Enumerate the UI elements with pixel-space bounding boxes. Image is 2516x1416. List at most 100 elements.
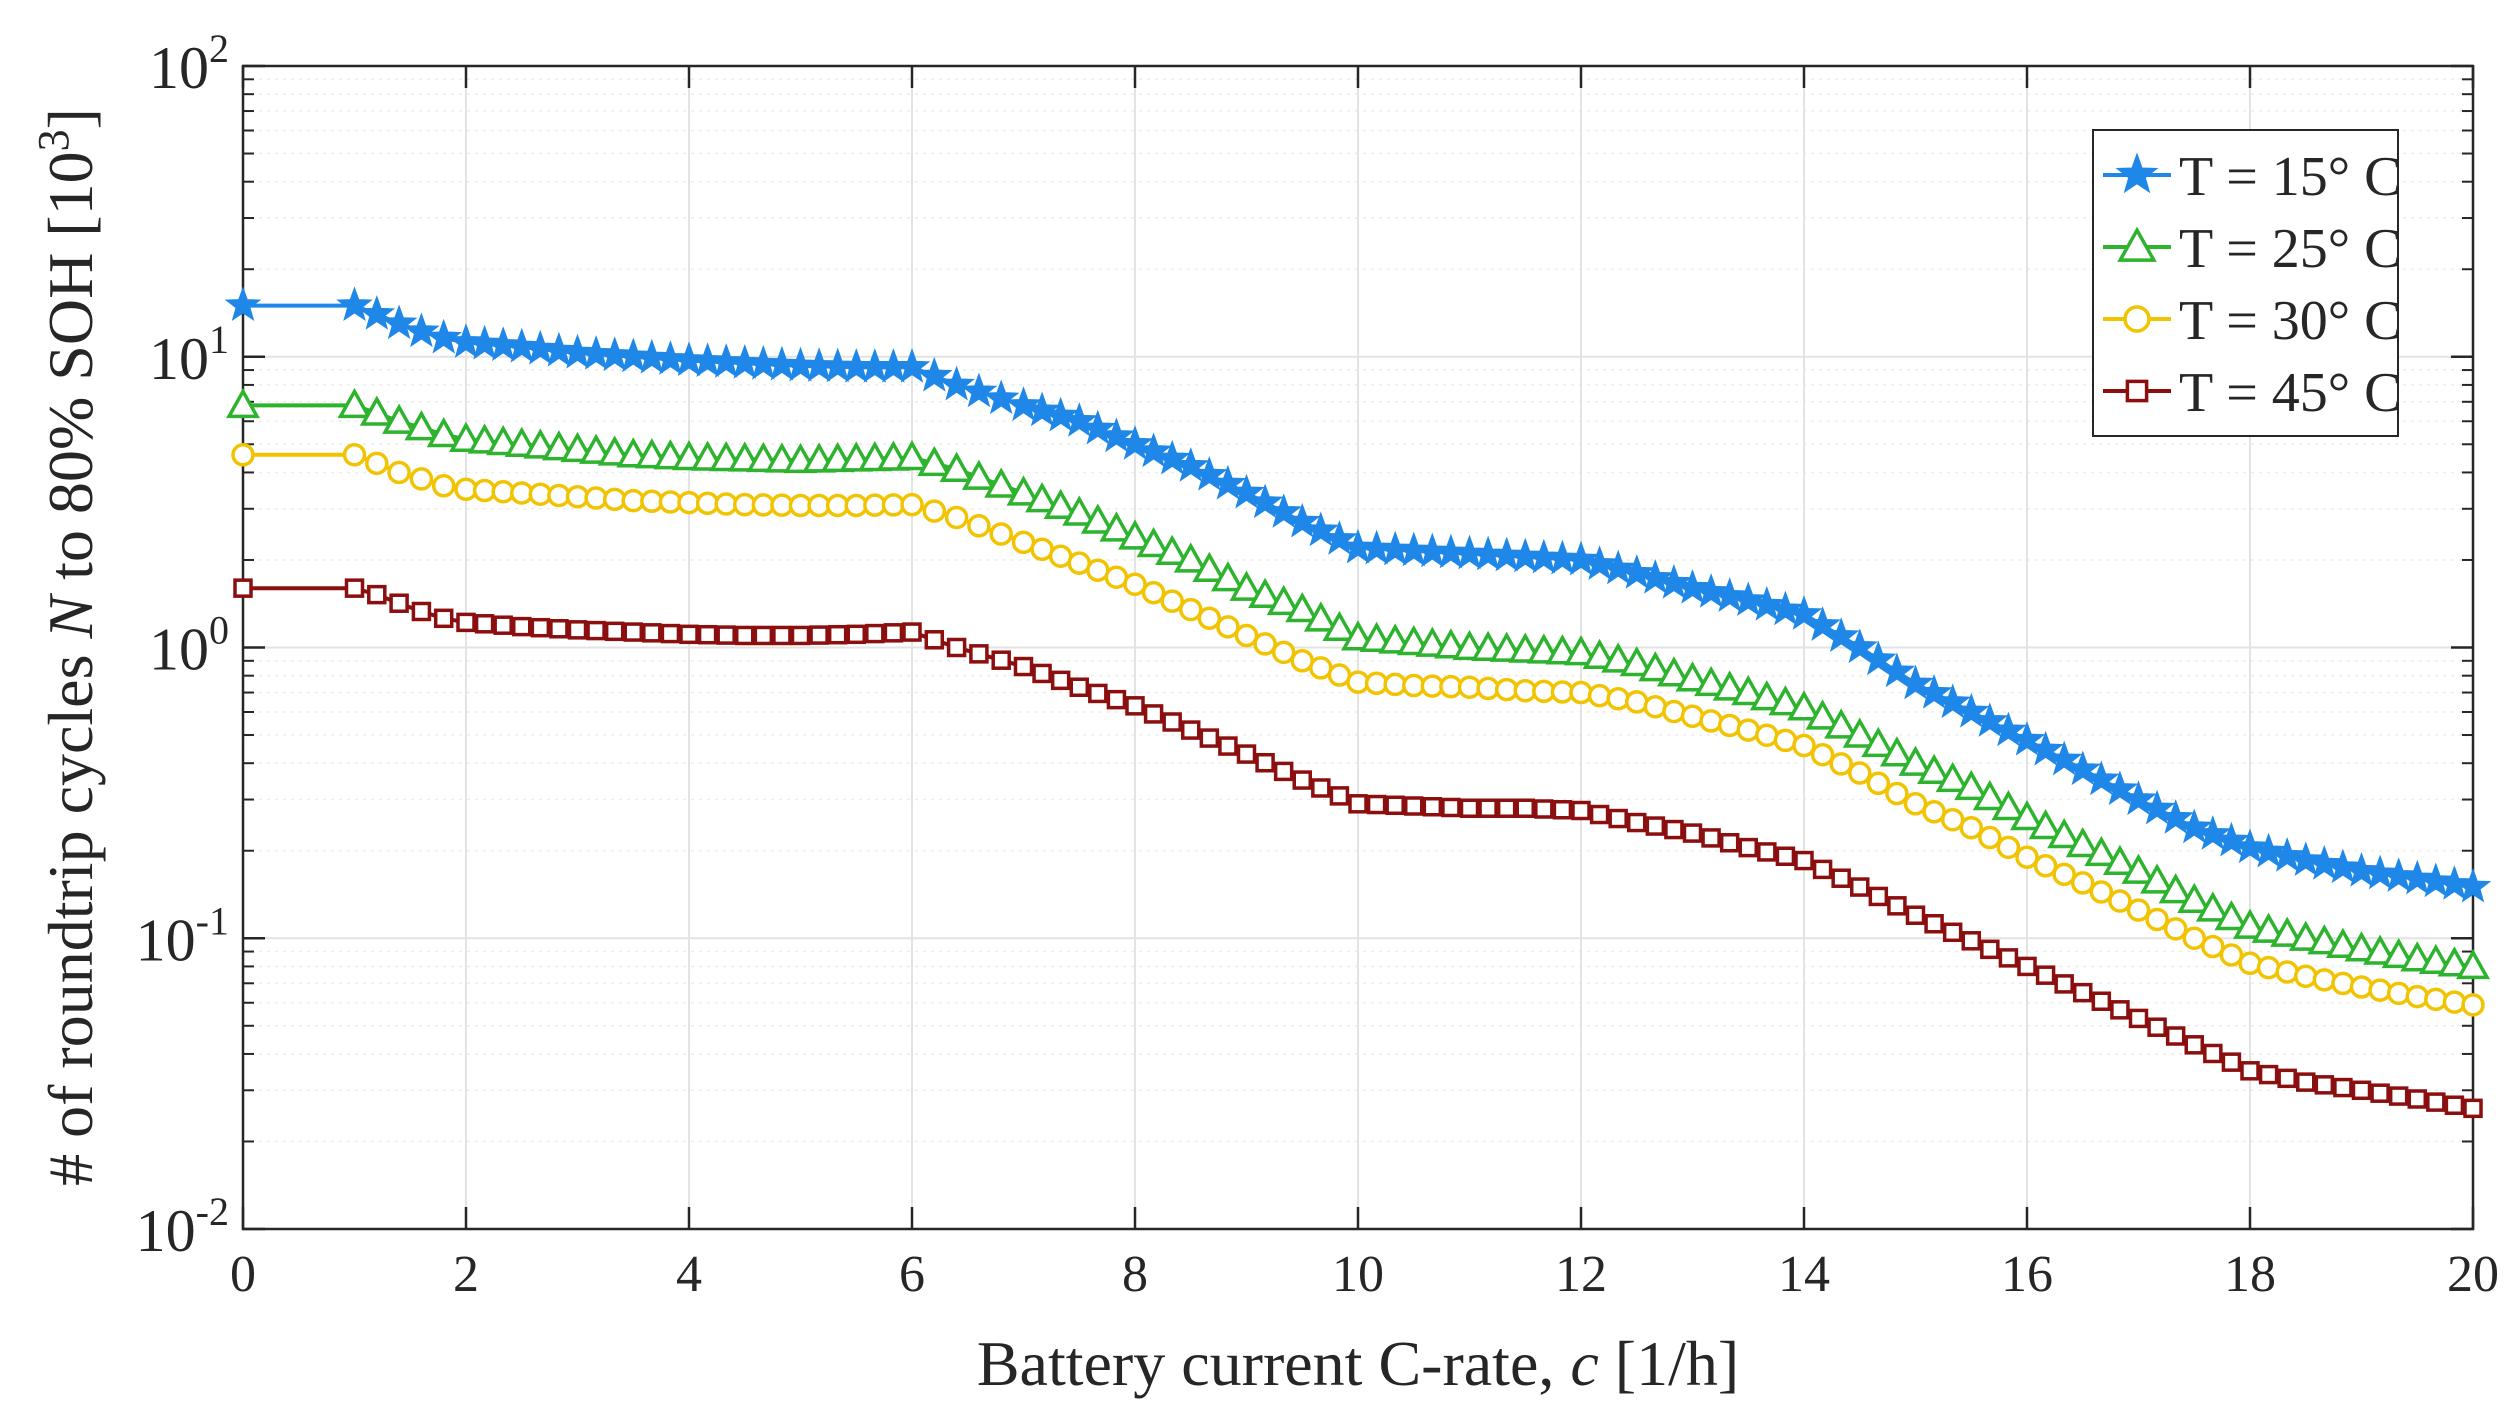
data-point-circle bbox=[1978, 825, 2002, 850]
data-point-triangle bbox=[359, 395, 394, 426]
data-point-circle bbox=[1996, 835, 2021, 860]
data-point-star bbox=[2436, 865, 2473, 900]
data-point-star bbox=[1897, 664, 1934, 700]
x-axis-label: Battery current C-rate, c [1/h] bbox=[977, 1328, 1739, 1399]
data-point-square bbox=[2091, 991, 2112, 1011]
data-point-circle bbox=[2238, 951, 2262, 976]
data-point-triangle bbox=[1879, 736, 1914, 767]
data-point-circle bbox=[1866, 771, 1891, 796]
data-point-triangle bbox=[1285, 592, 1320, 623]
data-point-star bbox=[522, 329, 559, 365]
data-point-square bbox=[2221, 1052, 2242, 1072]
data-point-triangle bbox=[1248, 577, 1283, 608]
data-point-square bbox=[1868, 886, 1889, 907]
data-point-triangle bbox=[2214, 900, 2249, 931]
x-tick-label: 16 bbox=[2001, 1246, 2053, 1303]
data-point-star bbox=[615, 337, 652, 373]
data-point-triangle bbox=[1656, 656, 1691, 687]
data-point-square bbox=[1738, 837, 1758, 858]
data-point-triangle bbox=[1099, 511, 1134, 542]
data-point-triangle bbox=[1136, 527, 1171, 558]
data-point-triangle bbox=[2140, 863, 2175, 894]
data-point-triangle bbox=[1210, 561, 1245, 592]
data-point-triangle bbox=[1229, 570, 1264, 601]
data-point-circle bbox=[1179, 597, 1203, 622]
data-point-star bbox=[2343, 851, 2380, 887]
data-point-circle bbox=[1792, 733, 1816, 758]
data-point-star bbox=[1098, 417, 1135, 453]
data-point-square bbox=[865, 623, 885, 644]
data-point-triangle bbox=[2344, 931, 2379, 962]
data-point-triangle bbox=[597, 435, 632, 466]
data-point-star bbox=[652, 340, 689, 375]
data-point-square bbox=[790, 625, 811, 646]
data-point-star bbox=[1971, 702, 2009, 737]
data-point-circle bbox=[1234, 623, 1259, 648]
data-point-star bbox=[1934, 683, 1971, 719]
data-point-triangle bbox=[2363, 934, 2398, 965]
data-point-star bbox=[893, 348, 931, 383]
data-point-circle bbox=[2126, 898, 2151, 922]
data-point-circle bbox=[2108, 889, 2132, 913]
data-point-circle bbox=[944, 505, 969, 530]
data-point-circle bbox=[2089, 880, 2114, 904]
data-point-square bbox=[1664, 819, 1684, 840]
data-point-star bbox=[2101, 770, 2139, 806]
data-point-triangle bbox=[1080, 503, 1115, 534]
data-point-triangle bbox=[382, 403, 417, 434]
data-point-triangle bbox=[1062, 495, 1097, 526]
data-point-square bbox=[809, 625, 829, 645]
data-point-star bbox=[380, 304, 418, 340]
data-point-star bbox=[916, 356, 953, 392]
data-point-square bbox=[2463, 1098, 2483, 1119]
data-point-triangle bbox=[2010, 800, 2044, 831]
x-tick-label: 20 bbox=[2447, 1246, 2499, 1303]
data-point-triangle bbox=[560, 431, 595, 463]
data-point-star bbox=[2268, 836, 2306, 872]
data-point-square bbox=[1292, 770, 1312, 790]
legend-label: T = 15° C bbox=[2179, 146, 2402, 208]
data-point-triangle bbox=[2065, 826, 2100, 858]
data-point-square bbox=[1496, 798, 1517, 818]
data-point-star bbox=[2361, 854, 2399, 890]
data-point-square bbox=[2407, 1089, 2427, 1109]
data-point-square bbox=[474, 614, 495, 634]
data-point-star bbox=[1599, 549, 1637, 585]
data-point-square bbox=[2017, 956, 2037, 977]
data-point-square bbox=[1942, 922, 1963, 943]
data-point-square bbox=[902, 622, 922, 642]
data-point-triangle bbox=[2325, 927, 2360, 958]
data-point-triangle bbox=[1824, 708, 1859, 739]
y-tick-exponent: 1 bbox=[209, 317, 229, 362]
y-tick-base: 10 bbox=[149, 326, 209, 392]
data-point-star bbox=[1321, 520, 1358, 555]
data-point-circle bbox=[922, 499, 947, 523]
data-point-square bbox=[1757, 842, 1777, 862]
data-point-circle bbox=[2201, 934, 2225, 959]
series-3 bbox=[231, 443, 2485, 1017]
legend: T = 15° C T = 25° C T = 30° C T = 45° C bbox=[2092, 129, 2402, 437]
legend-label: T = 25° C bbox=[2179, 218, 2402, 280]
data-point-circle bbox=[900, 492, 924, 517]
series-2 bbox=[226, 387, 2490, 980]
data-point-triangle bbox=[1173, 542, 1208, 573]
data-point-circle bbox=[1625, 690, 1649, 714]
data-point-triangle bbox=[1303, 601, 1338, 632]
data-point-triangle bbox=[1917, 753, 1952, 784]
data-point-triangle bbox=[2233, 908, 2267, 939]
data-point-square bbox=[2184, 1035, 2204, 1055]
data-point-square bbox=[1385, 795, 1405, 816]
data-point-square bbox=[1125, 696, 1145, 716]
data-point-star bbox=[2064, 750, 2101, 786]
data-point-square bbox=[344, 578, 365, 598]
data-point-star bbox=[960, 372, 998, 408]
data-point-triangle bbox=[2381, 937, 2416, 969]
data-point-triangle bbox=[1006, 475, 1041, 506]
data-point-star bbox=[1265, 493, 1302, 528]
data-point-square bbox=[1478, 798, 1498, 818]
data-point-square bbox=[2388, 1086, 2409, 1106]
data-point-square bbox=[1273, 761, 1294, 782]
data-point-star bbox=[1841, 628, 1878, 664]
data-point-circle bbox=[1606, 687, 1630, 711]
